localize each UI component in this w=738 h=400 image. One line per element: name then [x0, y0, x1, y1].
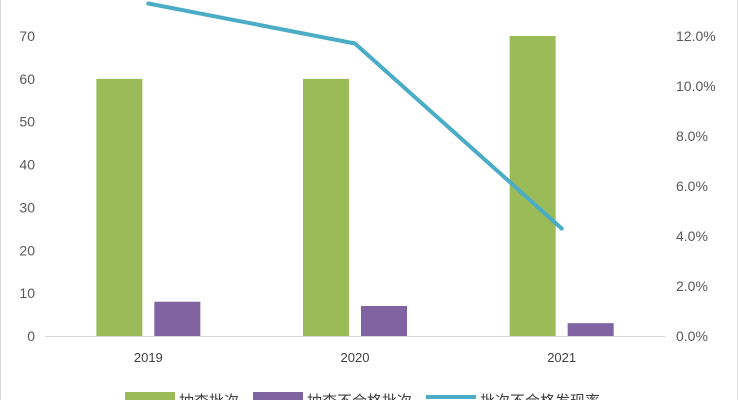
line-series-group	[146, 1, 564, 231]
chart-frame-left-border	[0, 0, 1, 400]
y-left-tick-label: 0	[27, 328, 35, 344]
y-left-tick-label: 50	[19, 114, 35, 130]
x-category-label: 2019	[134, 350, 163, 365]
bar	[361, 306, 407, 336]
bar	[303, 78, 349, 336]
legend-label: 批次不合格发现率	[480, 393, 600, 400]
y-right-tick-label: 4.0%	[676, 228, 708, 244]
y-right-tick-label: 0.0%	[676, 328, 708, 344]
legend: 抽查批次 抽查不合格批次 批次不合格发现率	[125, 392, 600, 400]
y-left-tick-label: 30	[19, 199, 35, 215]
legend-bar-swatch	[125, 392, 175, 400]
bar	[96, 78, 143, 336]
bar	[509, 36, 556, 336]
line-point	[559, 226, 564, 231]
legend-label: 抽查不合格批次	[307, 393, 412, 400]
x-category-label: 2021	[547, 350, 576, 365]
y-left-tick-label: 20	[19, 242, 35, 258]
line-point	[146, 1, 151, 6]
y-left-tick-label: 40	[19, 157, 35, 173]
line-point	[353, 41, 357, 46]
legend-label: 抽查批次	[179, 393, 239, 400]
y-left-tick-label: 10	[19, 285, 35, 301]
bars-group	[96, 36, 614, 336]
y-left-tick-label: 60	[19, 71, 35, 87]
y-left-tick-label: 70	[19, 28, 35, 44]
bar	[154, 301, 201, 336]
y-right-tick-label: 6.0%	[676, 178, 708, 194]
legend-bar-swatch	[253, 392, 304, 400]
y-right-tick-label: 12.0%	[676, 28, 716, 44]
y-right-tick-label: 10.0%	[676, 78, 716, 94]
x-category-label: 2020	[341, 350, 370, 365]
y-right-tick-label: 2.0%	[676, 278, 708, 294]
line-series-path	[146, 1, 564, 231]
axes-group: 0 10 20 30 40 50 60 70 0.0% 2.0% 4.0% 6.0% 8.0% 10.0%…	[19, 28, 715, 365]
bar	[567, 323, 614, 336]
y-right-tick-label: 8.0%	[676, 128, 708, 144]
